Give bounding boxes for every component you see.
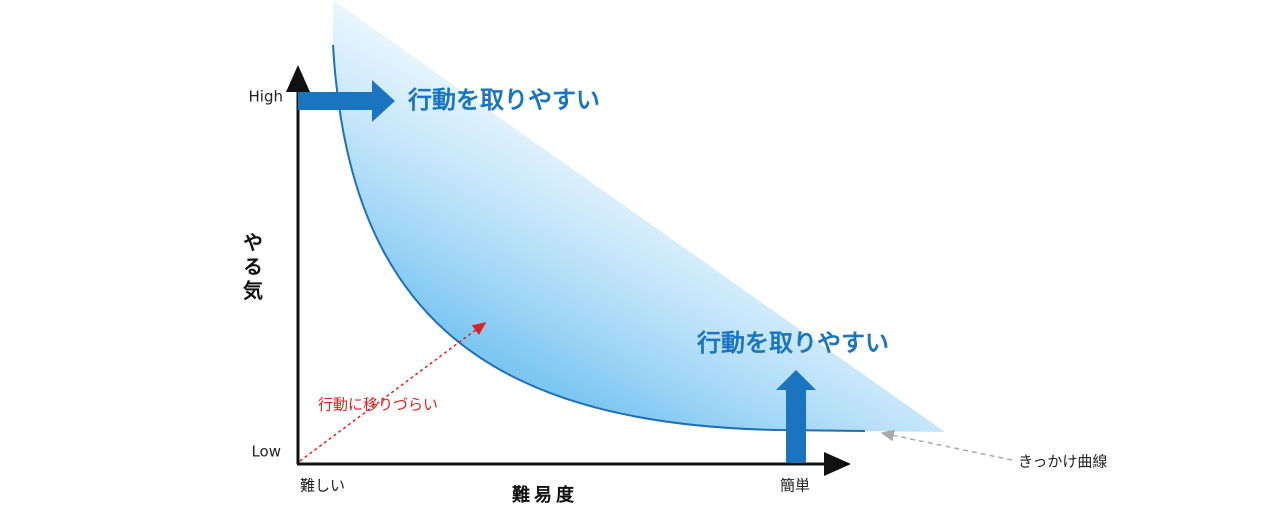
trigger-curve bbox=[332, 44, 866, 432]
right-label: 行動を取りやすい bbox=[696, 329, 889, 357]
x-label: 難易度 bbox=[512, 484, 578, 506]
curve-label: きっかけ曲線 bbox=[1018, 453, 1107, 471]
y-low: Low bbox=[251, 443, 281, 461]
curve-pointer bbox=[880, 429, 1013, 461]
right-arrow bbox=[298, 80, 395, 122]
hard-arrow bbox=[299, 322, 487, 462]
x-right: 簡単 bbox=[780, 477, 810, 495]
top-label: 行動を取りやすい bbox=[407, 86, 600, 114]
y-label: やる気 bbox=[240, 232, 264, 304]
y-high: High bbox=[249, 88, 283, 106]
hard-label: 行動に移りづらい bbox=[318, 396, 438, 414]
x-left: 難しい bbox=[300, 477, 345, 495]
up-arrow bbox=[776, 370, 816, 463]
